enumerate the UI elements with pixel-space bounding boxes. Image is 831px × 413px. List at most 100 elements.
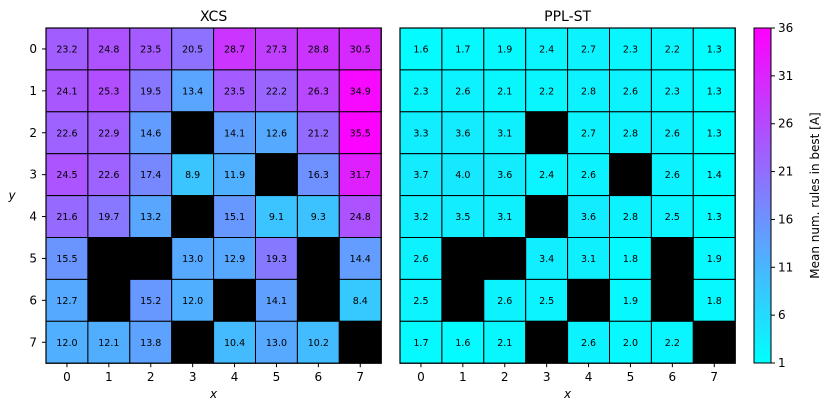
cell-value-label: 3.7: [413, 170, 428, 181]
cell-value-label: 2.5: [665, 212, 680, 223]
heatmap-cell: [441, 27, 485, 71]
heatmap-cell: [692, 237, 736, 280]
y-axis-label: y: [7, 189, 16, 203]
cell-value-label: 2.3: [413, 86, 428, 97]
blocked-cell: [525, 320, 569, 364]
cell-value-label: 2.6: [413, 254, 428, 265]
colorbar-label: Mean num. rules in best [A]: [808, 112, 822, 278]
colorbar-tick-label: 6: [778, 308, 786, 322]
cell-value-label: 9.3: [311, 212, 326, 223]
cell-value-label: 24.1: [56, 86, 77, 97]
cell-value-label: 22.6: [56, 128, 77, 139]
heatmap-cell: [255, 278, 298, 322]
heatmap-cell: [441, 69, 485, 113]
cell-value-label: 35.5: [350, 128, 371, 139]
x-axis-label: x: [563, 387, 572, 401]
heatmap-cell: [45, 320, 89, 364]
heatmap-cell: [567, 320, 610, 364]
blocked-cell: [213, 278, 257, 322]
heatmap-cell: [213, 153, 257, 197]
cell-value-label: 1.8: [707, 296, 722, 307]
cell-value-label: 12.7: [56, 296, 77, 307]
x-tick-label: 6: [669, 370, 677, 384]
cell-value-label: 8.9: [185, 170, 200, 181]
y-tick-label: 6: [29, 293, 37, 307]
blocked-cell: [650, 278, 694, 322]
cell-value-label: 2.3: [665, 86, 680, 97]
cell-value-label: 2.5: [539, 296, 554, 307]
heatmap-cell: [399, 237, 443, 280]
heatmap-cell: [129, 320, 173, 364]
blocked-cell: [650, 237, 694, 280]
heatmap-cell: [338, 195, 382, 239]
heatmap-cell: [338, 111, 382, 155]
heatmap-cell: [171, 153, 215, 197]
heatmap-cell: [483, 320, 527, 364]
cell-value-label: 2.6: [497, 296, 512, 307]
cell-value-label: 1.8: [623, 254, 638, 265]
colorbar-gradient: [753, 27, 772, 364]
cell-value-label: 2.6: [581, 338, 596, 349]
heatmap-cell: [692, 153, 736, 197]
heatmap-cell: [483, 111, 527, 155]
colorbar-tick-label: 11: [778, 260, 793, 274]
cell-value-label: 1.9: [497, 44, 512, 55]
heatmap-cell: [567, 153, 610, 197]
cell-value-label: 19.5: [140, 86, 161, 97]
heatmap-cell: [609, 237, 652, 280]
cell-value-label: 28.7: [224, 44, 245, 55]
heatmap-cell: [483, 153, 527, 197]
cell-value-label: 23.5: [224, 86, 245, 97]
x-tick-label: 5: [273, 370, 281, 384]
heatmap-cell: [567, 195, 610, 239]
cell-value-label: 17.4: [140, 170, 161, 181]
x-tick-label: 1: [459, 370, 467, 384]
cell-value-label: 2.2: [539, 86, 554, 97]
blocked-cell: [567, 278, 610, 322]
cell-value-label: 14.1: [266, 296, 287, 307]
cell-value-label: 3.4: [539, 254, 554, 265]
cell-value-label: 1.3: [707, 128, 722, 139]
cell-value-label: 13.0: [266, 338, 287, 349]
x-tick-label: 3: [543, 370, 551, 384]
cell-value-label: 12.6: [266, 128, 287, 139]
cell-value-label: 3.1: [581, 254, 596, 265]
heatmap-cell: [525, 27, 569, 71]
cell-value-label: 1.7: [455, 44, 470, 55]
cell-value-label: 15.5: [56, 254, 77, 265]
cell-value-label: 24.5: [56, 170, 77, 181]
blocked-cell: [441, 278, 485, 322]
heatmap-cell: [255, 27, 298, 71]
heatmap-panel-0: XCS 23.2 24.8 23.5 20.5 28.7 27.3 28.8 30.5 24.1 2…: [7, 9, 382, 401]
cell-value-label: 12.9: [224, 254, 245, 265]
heatmap-cell: [87, 111, 131, 155]
cell-value-label: 2.3: [623, 44, 638, 55]
x-tick-label: 1: [105, 370, 113, 384]
cell-value-label: 30.5: [350, 44, 371, 55]
y-tick-label: 4: [29, 210, 37, 224]
x-tick-label: 4: [585, 370, 593, 384]
cell-value-label: 2.6: [455, 86, 470, 97]
cell-value-label: 22.6: [98, 170, 119, 181]
cell-value-label: 1.3: [707, 44, 722, 55]
cell-value-label: 1.4: [707, 170, 722, 181]
blocked-cell: [441, 237, 485, 280]
cell-value-label: 15.2: [140, 296, 161, 307]
heatmap-cell: [338, 278, 382, 322]
x-tick-label: 0: [417, 370, 425, 384]
cell-value-label: 1.9: [623, 296, 638, 307]
cell-value-label: 1.3: [707, 212, 722, 223]
x-axis-label: x: [209, 387, 218, 401]
y-tick-label: 3: [29, 168, 37, 182]
heatmap-cell: [296, 153, 340, 197]
blocked-cell: [483, 237, 527, 280]
heatmap-cell: [45, 195, 89, 239]
blocked-cell: [255, 153, 298, 197]
y-tick-label: 1: [29, 84, 37, 98]
cell-value-label: 1.3: [707, 86, 722, 97]
cell-value-label: 21.6: [56, 212, 77, 223]
panel-title: PPL-ST: [544, 9, 591, 25]
y-tick-label: 7: [29, 335, 37, 349]
